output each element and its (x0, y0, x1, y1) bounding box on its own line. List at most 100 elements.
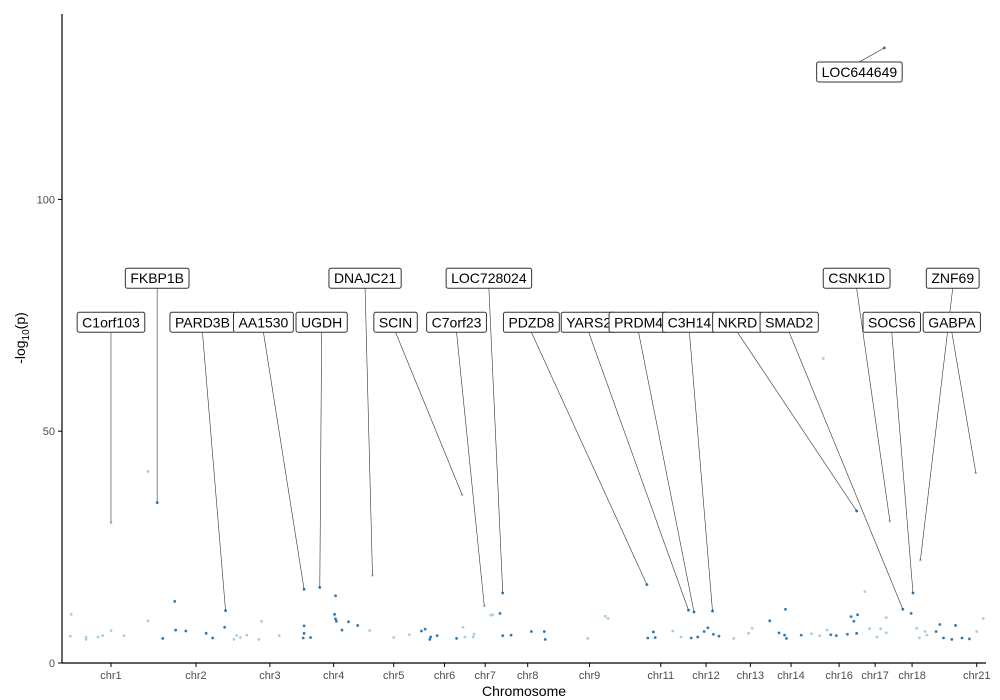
x-tick-label-chr3: chr3 (259, 670, 280, 682)
gene-label-text: C3H14 (668, 314, 712, 330)
data-point (509, 633, 513, 637)
gene-label-yars2: YARS2 (560, 311, 617, 333)
data-point (211, 636, 215, 640)
gene-labels-layer: LOC644649 C1orf103 FKBP1B PARD3B AA1530 UGDH D… (76, 61, 981, 333)
data-point (472, 632, 476, 636)
data-point (712, 632, 715, 636)
data-point (347, 620, 350, 624)
leader-line (395, 332, 463, 495)
gene-label-box (373, 311, 418, 333)
data-point (223, 625, 227, 629)
data-point (938, 623, 942, 626)
data-point (717, 634, 721, 638)
y-tick-label: 0 (49, 658, 55, 670)
data-point (491, 613, 494, 617)
data-point (392, 636, 396, 639)
gene-label-text: SCIN (379, 314, 412, 330)
leader-line (788, 332, 904, 610)
gene-label-text: FKBP1B (130, 270, 184, 286)
x-tick-label-chr9: chr9 (579, 670, 600, 682)
y-axis-title: -log10(p) (12, 312, 32, 364)
data-point (750, 626, 754, 630)
data-point (884, 616, 888, 619)
gene-label-fkbp1b: FKBP1B (124, 267, 190, 289)
x-tick-label-chr14: chr14 (777, 670, 805, 682)
data-point (174, 628, 178, 632)
leader-line (951, 332, 977, 473)
data-point (235, 634, 239, 638)
data-point (428, 637, 432, 641)
gene-label-aa1530: AA1530 (233, 311, 294, 333)
x-tick-label-chr21: chr21 (963, 670, 991, 682)
data-point (689, 636, 693, 640)
data-point (302, 631, 306, 635)
leader-line (456, 332, 485, 607)
data-point (586, 637, 590, 640)
gene-label-pard3b: PARD3B (169, 311, 236, 333)
x-axis: chr1 chr2 chr3 chr4 chr5 chr6 chr7 chr8 chr9 chr1… (62, 662, 991, 682)
data-point (855, 631, 859, 635)
gene-label-box (816, 61, 903, 83)
gene-label-text: PDZD8 (508, 314, 554, 330)
gene-label-text: AA1530 (239, 314, 289, 330)
leader-line (202, 332, 226, 611)
gene-label-box (426, 311, 487, 333)
gene-label-text: LOC728024 (451, 270, 527, 286)
data-point (646, 636, 650, 640)
data-point (702, 630, 706, 633)
data-point (423, 627, 427, 631)
y-axis: 0 50 100 (37, 14, 63, 670)
gene-label-prdm4: PRDM4 (608, 311, 669, 333)
data-point (184, 629, 188, 633)
gene-label-c1orf103: C1orf103 (76, 311, 146, 333)
gene-label-znf69: ZNF69 (925, 267, 980, 289)
data-point (238, 636, 242, 639)
data-point (829, 633, 833, 637)
data-point (333, 612, 336, 616)
data-point (875, 635, 879, 639)
data-point (309, 636, 312, 639)
gene-label-box (328, 267, 402, 289)
gene-label-box (862, 311, 921, 333)
data-point (747, 631, 750, 635)
data-point (245, 633, 249, 637)
leader-line (588, 332, 689, 611)
data-point (334, 617, 337, 621)
data-point (173, 599, 177, 603)
data-point (260, 619, 263, 623)
gene-label-text: ZNF69 (931, 270, 974, 286)
data-point (981, 617, 985, 620)
gene-label-box (925, 267, 980, 289)
data-point (863, 590, 867, 594)
data-points-layer (68, 46, 985, 641)
data-point (846, 632, 849, 636)
x-tick-label-chr6: chr6 (434, 670, 455, 682)
data-point (706, 626, 710, 630)
data-point (856, 613, 859, 617)
data-point (923, 630, 927, 633)
data-point (696, 635, 700, 639)
data-point (784, 607, 787, 611)
data-point (257, 637, 261, 641)
data-point (277, 634, 281, 638)
data-point (498, 611, 502, 615)
gene-label-text: CSNK1D (828, 270, 885, 286)
leader-line (638, 332, 695, 613)
data-point (868, 627, 871, 631)
gene-label-c7orf23: C7orf23 (426, 311, 487, 333)
gene-label-box (922, 311, 981, 333)
data-point (679, 635, 683, 639)
x-tick-label-chr8: chr8 (517, 670, 538, 682)
x-tick-label-chr11: chr11 (647, 670, 674, 682)
x-tick-label-chr4: chr4 (323, 670, 344, 682)
data-point (84, 635, 88, 639)
y-axis-title-paren: (p) (12, 312, 28, 329)
data-point (918, 636, 921, 640)
gene-label-loc728024: LOC728024 (445, 267, 533, 289)
data-point (809, 632, 813, 636)
data-point (161, 637, 165, 640)
leader-line (920, 288, 954, 561)
data-point (146, 470, 150, 473)
data-point (435, 634, 439, 638)
